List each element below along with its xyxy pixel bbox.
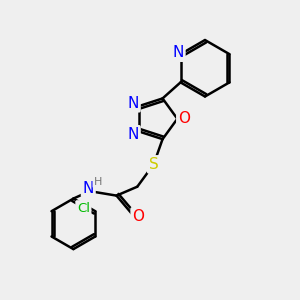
Text: O: O (132, 209, 144, 224)
Text: S: S (149, 157, 158, 172)
Text: N: N (128, 96, 139, 111)
Text: Cl: Cl (77, 202, 90, 215)
Text: N: N (172, 45, 184, 60)
Text: H: H (94, 177, 102, 187)
Text: O: O (178, 111, 190, 126)
Text: N: N (128, 127, 139, 142)
Text: N: N (82, 181, 94, 196)
